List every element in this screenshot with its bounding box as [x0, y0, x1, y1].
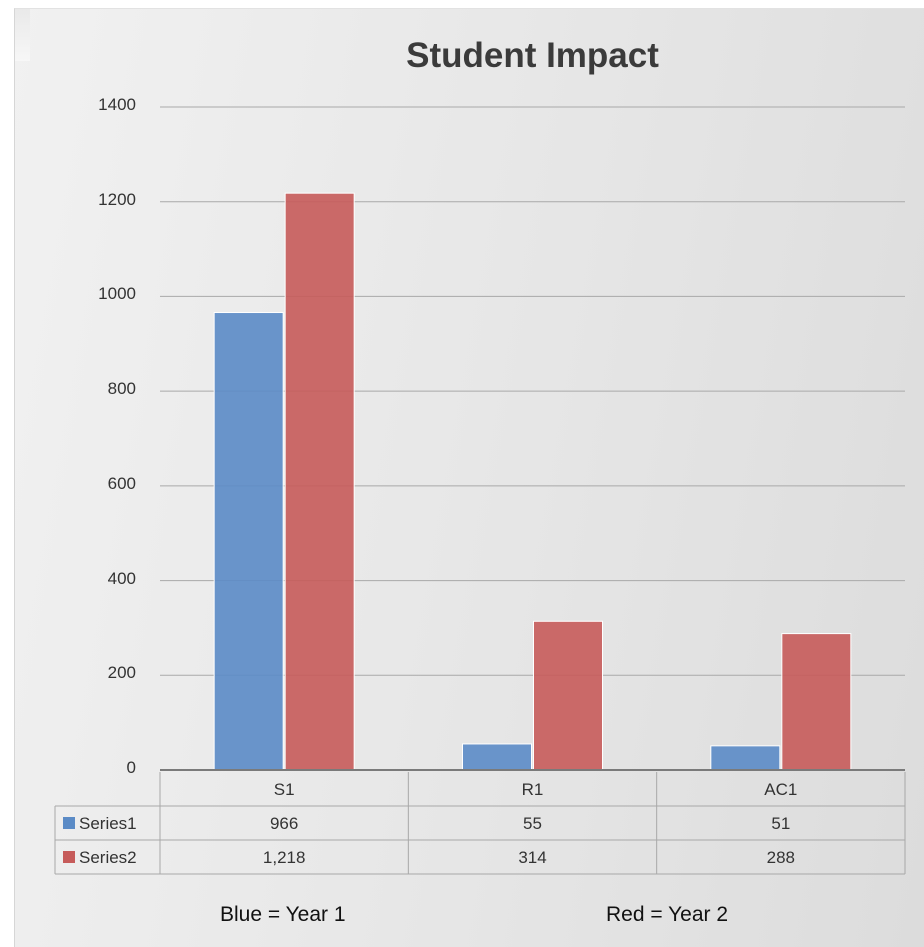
y-tick-label: 1200 — [98, 189, 136, 209]
data-label: 314 — [518, 848, 546, 867]
chart-area — [14, 8, 924, 947]
blue-key-note: Blue = Year 1 — [220, 903, 346, 926]
data-label: 966 — [270, 814, 298, 833]
legend-swatch-series2 — [63, 851, 75, 863]
data-label: 55 — [523, 814, 542, 833]
legend-label-series1: Series1 — [79, 814, 137, 833]
x-tick-label: R1 — [522, 780, 544, 799]
data-label: 51 — [771, 814, 790, 833]
y-tick-label: 0 — [126, 758, 136, 777]
y-tick-label: 600 — [107, 473, 136, 493]
corner-shade — [15, 9, 30, 61]
chart-title: Student Impact — [406, 36, 659, 75]
bar-series2-s1 — [284, 192, 355, 771]
y-tick-label: 200 — [107, 663, 136, 683]
color-key: Blue = Year 1 Red = Year 2 — [0, 895, 924, 935]
y-tick-label: 1000 — [98, 284, 136, 304]
y-tick-label: 400 — [107, 568, 136, 588]
bar-series1-s1 — [213, 312, 284, 771]
bar-series1-ac1 — [710, 745, 781, 771]
x-tick-label: S1 — [274, 780, 295, 799]
x-tick-label: AC1 — [764, 780, 797, 799]
bar-series1-r1 — [462, 743, 532, 771]
bar-series2-ac1 — [781, 633, 852, 771]
data-label: 1,218 — [263, 848, 306, 867]
legend-label-series2: Series2 — [79, 848, 137, 867]
legend-swatch-series1 — [63, 817, 75, 829]
y-tick-label: 800 — [107, 379, 136, 399]
y-tick-label: 1400 — [98, 95, 136, 114]
red-key-note: Red = Year 2 — [606, 903, 729, 926]
data-label: 288 — [767, 848, 795, 867]
bar-series2-r1 — [533, 620, 603, 771]
